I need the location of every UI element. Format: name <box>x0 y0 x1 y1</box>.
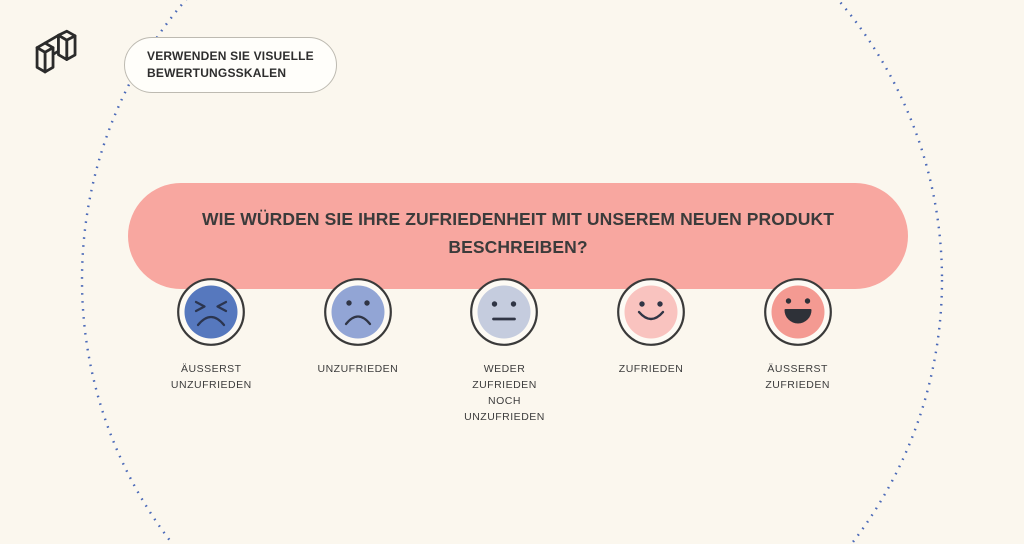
rating-label: UNZUFRIEDEN <box>317 363 399 375</box>
question-banner: WIE WÜRDEN SIE IHRE ZUFRIEDENHEIT MIT UN… <box>128 183 908 289</box>
rating-label: ÄUSSERST UNZUFRIEDEN <box>170 363 252 391</box>
rating-label: WEDER ZUFRIEDEN NOCH UNZUFRIEDEN <box>464 363 545 423</box>
question-text: WIE WÜRDEN SIE IHRE ZUFRIEDENHEIT MIT UN… <box>201 209 835 257</box>
rating-label: ZUFRIEDEN <box>618 363 684 375</box>
rating-option-2: UNZUFRIEDEN <box>285 278 432 425</box>
neutral-face-icon[interactable] <box>470 278 539 346</box>
rating-option-3: WEDER ZUFRIEDEN NOCH UNZUFRIEDEN <box>431 278 578 425</box>
rating-option-1: ÄUSSERST UNZUFRIEDEN <box>138 278 285 425</box>
rating-label: ÄUSSERST ZUFRIEDEN <box>765 363 830 391</box>
happy-face-icon[interactable] <box>617 278 685 346</box>
title-badge: VERWENDEN SIE VISUELLE BEWERTUNGSSKALEN <box>124 37 337 93</box>
very-happy-face-icon[interactable] <box>763 278 832 346</box>
rating-option-5: ÄUSSERST ZUFRIEDEN <box>724 278 871 425</box>
isometric-n-logo <box>35 29 77 74</box>
sad-face-icon[interactable] <box>323 278 392 346</box>
rating-scale: ÄUSSERST UNZUFRIEDEN UNZUFRIEDEN <box>138 278 871 425</box>
angry-face-icon[interactable] <box>177 278 246 346</box>
rating-option-4: ZUFRIEDEN <box>578 278 725 425</box>
